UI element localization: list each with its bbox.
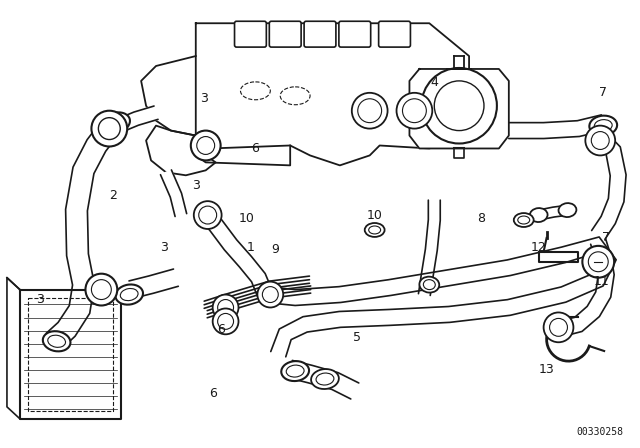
Circle shape xyxy=(403,99,426,123)
Circle shape xyxy=(218,314,234,329)
Circle shape xyxy=(421,68,497,143)
Text: 1: 1 xyxy=(246,241,254,254)
Polygon shape xyxy=(204,283,310,318)
Text: 6: 6 xyxy=(209,388,216,401)
Ellipse shape xyxy=(102,112,130,133)
Circle shape xyxy=(194,201,221,229)
Text: 4: 4 xyxy=(430,76,438,90)
Polygon shape xyxy=(264,237,616,357)
Text: 00330258: 00330258 xyxy=(576,426,623,437)
Circle shape xyxy=(218,300,234,315)
Polygon shape xyxy=(129,269,179,298)
Text: 10: 10 xyxy=(367,209,383,222)
Ellipse shape xyxy=(108,116,125,129)
Text: 6: 6 xyxy=(252,142,259,155)
Circle shape xyxy=(586,125,615,155)
Polygon shape xyxy=(288,361,359,399)
Polygon shape xyxy=(196,23,469,165)
FancyBboxPatch shape xyxy=(379,21,410,47)
Polygon shape xyxy=(591,130,626,239)
Circle shape xyxy=(191,130,221,160)
FancyBboxPatch shape xyxy=(304,21,336,47)
Ellipse shape xyxy=(514,213,534,227)
Circle shape xyxy=(99,118,120,139)
Ellipse shape xyxy=(48,335,65,347)
Polygon shape xyxy=(161,170,187,216)
Polygon shape xyxy=(509,115,605,138)
Ellipse shape xyxy=(43,331,70,351)
Text: 12: 12 xyxy=(531,241,547,254)
Ellipse shape xyxy=(365,223,385,237)
Text: 9: 9 xyxy=(271,243,279,256)
Polygon shape xyxy=(146,125,216,175)
Text: 3: 3 xyxy=(36,293,44,306)
Circle shape xyxy=(86,274,117,306)
Ellipse shape xyxy=(419,277,439,293)
Text: 6: 6 xyxy=(217,323,225,336)
Polygon shape xyxy=(538,205,569,220)
FancyBboxPatch shape xyxy=(234,21,266,47)
Polygon shape xyxy=(141,56,196,136)
Circle shape xyxy=(358,99,381,123)
Polygon shape xyxy=(204,280,310,314)
Circle shape xyxy=(92,280,111,300)
Circle shape xyxy=(352,93,388,129)
Text: 10: 10 xyxy=(239,211,254,224)
Circle shape xyxy=(257,282,284,307)
Polygon shape xyxy=(557,240,614,337)
Polygon shape xyxy=(46,122,118,349)
Ellipse shape xyxy=(281,361,309,381)
Text: 3: 3 xyxy=(160,241,168,254)
Circle shape xyxy=(550,319,568,336)
Polygon shape xyxy=(196,136,290,165)
Circle shape xyxy=(212,309,239,334)
Ellipse shape xyxy=(120,289,138,301)
Circle shape xyxy=(591,132,609,150)
Ellipse shape xyxy=(595,120,612,132)
Circle shape xyxy=(196,137,214,155)
Text: 3: 3 xyxy=(192,179,200,192)
Text: 7: 7 xyxy=(599,86,607,99)
Ellipse shape xyxy=(369,226,381,234)
Circle shape xyxy=(262,287,278,302)
Ellipse shape xyxy=(589,116,617,136)
Text: 11: 11 xyxy=(593,275,609,288)
Text: 3: 3 xyxy=(200,92,207,105)
Text: 5: 5 xyxy=(353,331,361,344)
Ellipse shape xyxy=(424,280,435,289)
Ellipse shape xyxy=(286,365,304,377)
Polygon shape xyxy=(20,289,121,419)
Text: 13: 13 xyxy=(539,362,554,375)
Circle shape xyxy=(199,206,217,224)
Polygon shape xyxy=(204,276,310,310)
Ellipse shape xyxy=(316,373,334,385)
Ellipse shape xyxy=(559,203,577,217)
Polygon shape xyxy=(410,69,509,148)
Ellipse shape xyxy=(115,284,143,305)
Circle shape xyxy=(543,312,573,342)
Circle shape xyxy=(435,81,484,130)
Ellipse shape xyxy=(530,208,548,222)
Circle shape xyxy=(92,111,127,146)
Text: 8: 8 xyxy=(477,211,485,224)
Circle shape xyxy=(588,252,608,271)
Ellipse shape xyxy=(311,369,339,389)
Polygon shape xyxy=(419,200,440,295)
Text: 2: 2 xyxy=(109,189,117,202)
Ellipse shape xyxy=(518,216,530,224)
Circle shape xyxy=(582,246,614,278)
FancyBboxPatch shape xyxy=(339,21,371,47)
Polygon shape xyxy=(195,204,273,297)
Circle shape xyxy=(212,294,239,320)
Polygon shape xyxy=(116,106,158,132)
Text: 7: 7 xyxy=(602,232,610,245)
FancyBboxPatch shape xyxy=(269,21,301,47)
Circle shape xyxy=(397,93,432,129)
